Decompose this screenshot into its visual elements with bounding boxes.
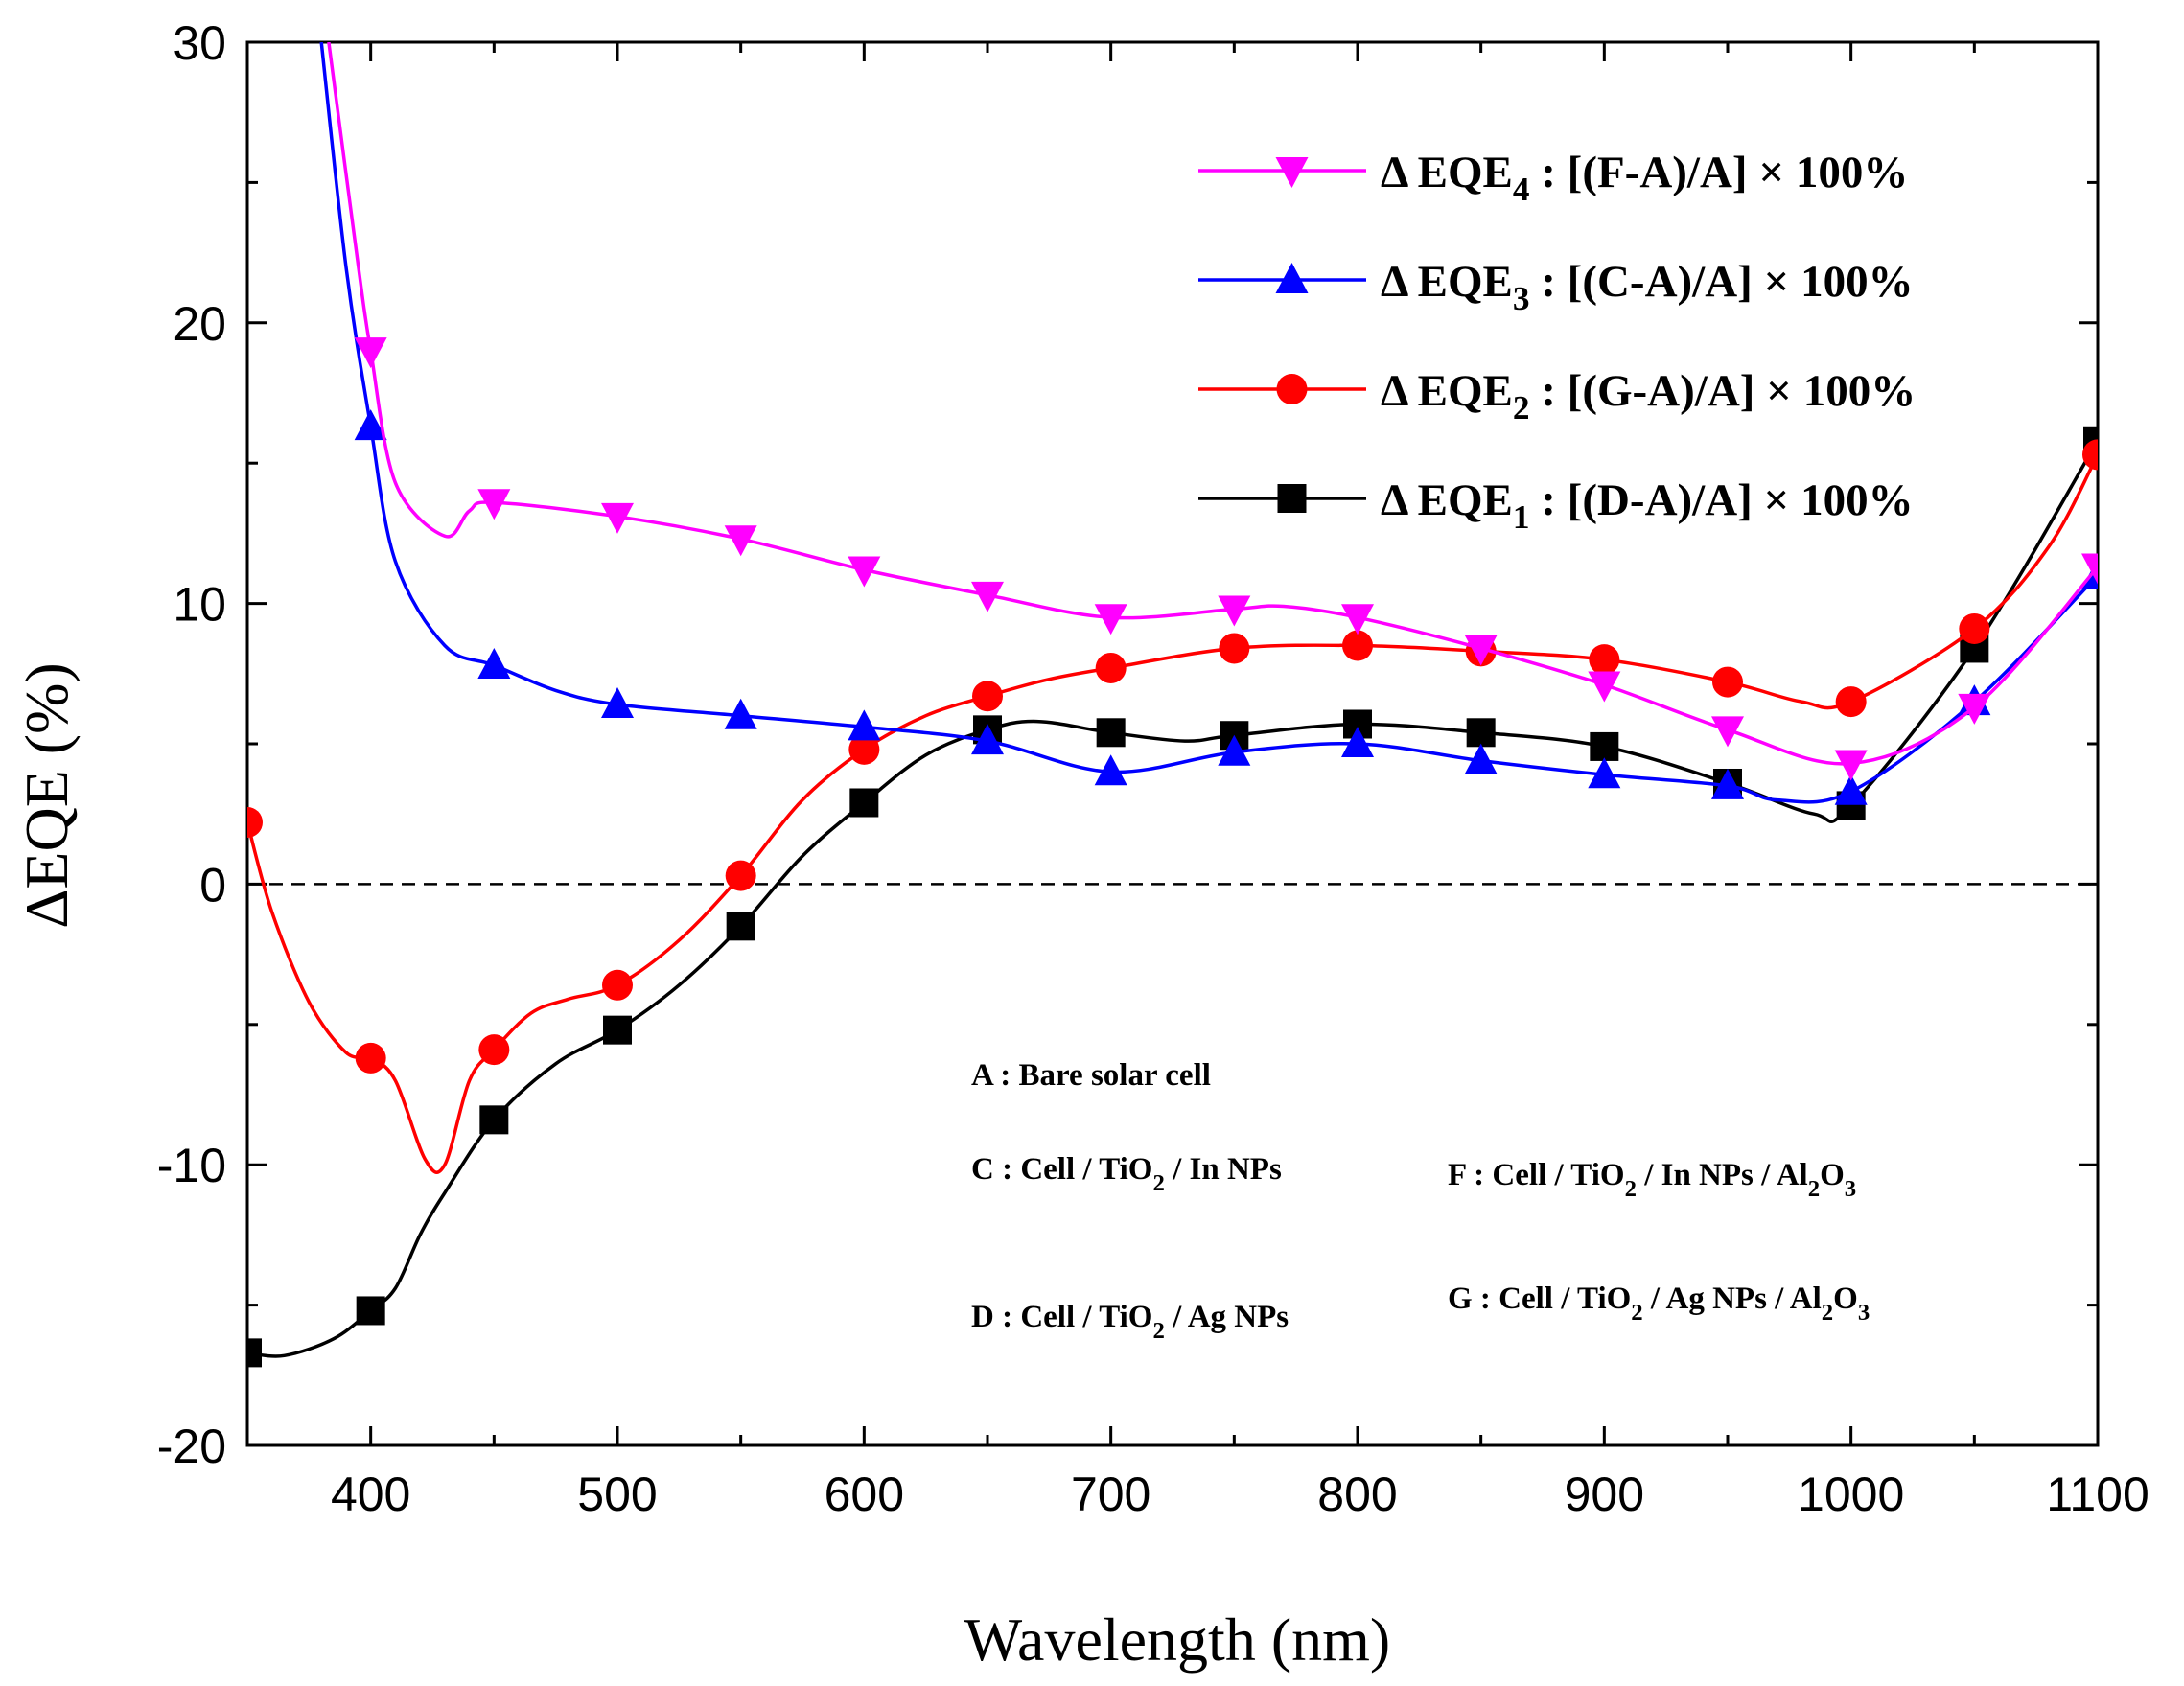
data-point-eqe2 [1589,644,1620,676]
data-point-eqe4 [477,489,511,520]
y-axis-title: ΔEQE (%) [12,662,81,929]
x-axis-title: Wavelength (nm) [964,1605,1390,1674]
x-tick-label: 600 [825,1467,904,1521]
annotation-g: G : Cell / TiO2 / Ag NPs / Al2O3 [1448,1282,1870,1326]
data-point-eqe3 [1218,734,1251,766]
data-point-eqe1 [356,1296,385,1326]
data-point-eqe2 [1835,686,1867,718]
data-point-eqe1 [603,1015,632,1045]
y-tick-label: -10 [157,1139,226,1192]
data-point-eqe4 [1341,604,1374,635]
x-tick-label: 700 [1071,1467,1150,1521]
series-eqe4 [327,42,2098,781]
legend-label-eqe4: Δ EQE4 : [(F-A)/A] × 100% [1381,148,1908,208]
data-point-eqe2 [355,1042,386,1074]
annotation-c: C : Cell / TiO2 / In NPs [971,1152,1282,1196]
data-point-eqe3 [724,698,757,729]
x-tick-label: 800 [1317,1467,1397,1521]
x-tick-label: 1000 [1798,1467,1904,1521]
data-point-eqe2 [2082,439,2098,471]
data-point-eqe4 [1094,604,1127,635]
legend-entry-eqe3: Δ EQE3 : [(C-A)/A] × 100% [1198,257,1914,317]
data-point-eqe4 [971,581,1004,612]
data-point-eqe3 [601,687,634,719]
x-tick-label: 400 [331,1467,410,1521]
series-eqe1 [247,426,2098,1368]
data-point-eqe3 [354,409,387,441]
axes-frame [245,40,2100,1447]
data-point-eqe4 [848,556,881,588]
data-point-eqe4 [724,525,757,557]
data-point-eqe4 [1711,716,1744,748]
legend-marker-eqe1 [1277,484,1307,513]
plot-frame [245,40,2100,1447]
data-point-eqe2 [602,969,633,1001]
x-tick-label: 500 [577,1467,657,1521]
data-point-eqe4 [354,337,387,369]
y-tick-label: 10 [173,578,226,632]
data-point-eqe1 [247,1338,262,1368]
data-point-eqe2 [972,681,1003,712]
legend-entry-eqe4: Δ EQE4 : [(F-A)/A] × 100% [1198,148,1908,208]
annotation-f: F : Cell / TiO2 / In NPs / Al2O3 [1448,1158,1856,1202]
series-eqe2 [247,439,2098,1174]
data-point-eqe2 [1959,612,1990,644]
data-point-eqe3 [1711,768,1744,799]
data-point-eqe4 [601,502,634,534]
y-tick-label: 20 [173,297,226,351]
legend: Δ EQE4 : [(F-A)/A] × 100% Δ EQE3 : [(C-A)… [1198,148,1916,536]
annotations: A : Bare solar cell C : Cell / TiO2 / In… [971,1058,1870,1344]
data-point-eqe3 [1834,774,1868,805]
data-point-eqe3 [1094,754,1127,786]
data-point-eqe2 [247,806,263,838]
data-point-eqe4 [1958,693,1991,725]
series-eqe3 [319,42,2098,805]
data-point-eqe2 [1712,666,1743,698]
annotation-d: D : Cell / TiO2 / Ag NPs [971,1300,1289,1344]
data-point-eqe3 [1464,743,1498,774]
data-point-eqe4 [1834,750,1868,781]
data-point-eqe1 [849,788,879,818]
data-point-eqe3 [1588,757,1621,789]
data-point-eqe4 [2081,553,2098,585]
data-point-eqe3 [971,724,1004,755]
data-point-eqe1 [1590,731,1619,761]
data-point-eqe1 [1466,718,1496,748]
data-point-eqe1 [479,1105,509,1135]
data-point-eqe4 [1464,635,1498,666]
y-tick-label: 30 [173,16,226,70]
data-point-eqe3 [477,648,511,680]
y-tick-label: -20 [157,1420,226,1473]
data-point-eqe3 [848,709,881,741]
data-point-eqe3 [1341,727,1374,757]
data-point-eqe2 [1342,630,1373,661]
annotation-a: A : Bare solar cell [971,1058,1211,1093]
data-point-eqe4 [1218,595,1251,627]
data-point-eqe1 [726,912,755,941]
legend-entry-eqe2: Δ EQE2 : [(G-A)/A] × 100% [1198,366,1916,427]
axis-ticks: 400 500 600 700 800 900 1000 1100 -20 -10 0 10 20 30 [157,16,2149,1521]
data-point-eqe2 [478,1034,510,1066]
data-point-eqe2 [1095,652,1127,683]
data-point-eqe2 [848,733,880,765]
y-tick-label: 0 [199,858,226,912]
legend-marker-eqe2 [1276,374,1308,404]
data-point-eqe4 [1588,671,1621,703]
legend-marker-eqe3 [1275,263,1309,293]
data-point-eqe1 [1096,718,1126,748]
series-line-eqe1 [247,439,2098,1358]
x-tick-label: 1100 [2046,1467,2149,1521]
legend-marker-eqe4 [1275,157,1309,188]
legend-label-eqe2: Δ EQE2 : [(G-A)/A] × 100% [1381,366,1916,427]
legend-entry-eqe1: Δ EQE1 : [(D-A)/A] × 100% [1198,475,1914,536]
x-tick-label: 900 [1565,1467,1644,1521]
data-point-eqe2 [725,860,756,891]
data-point-eqe2 [1219,633,1250,664]
legend-label-eqe3: Δ EQE3 : [(C-A)/A] × 100% [1381,257,1914,317]
plot-series [247,42,2098,1368]
legend-label-eqe1: Δ EQE1 : [(D-A)/A] × 100% [1381,475,1914,536]
